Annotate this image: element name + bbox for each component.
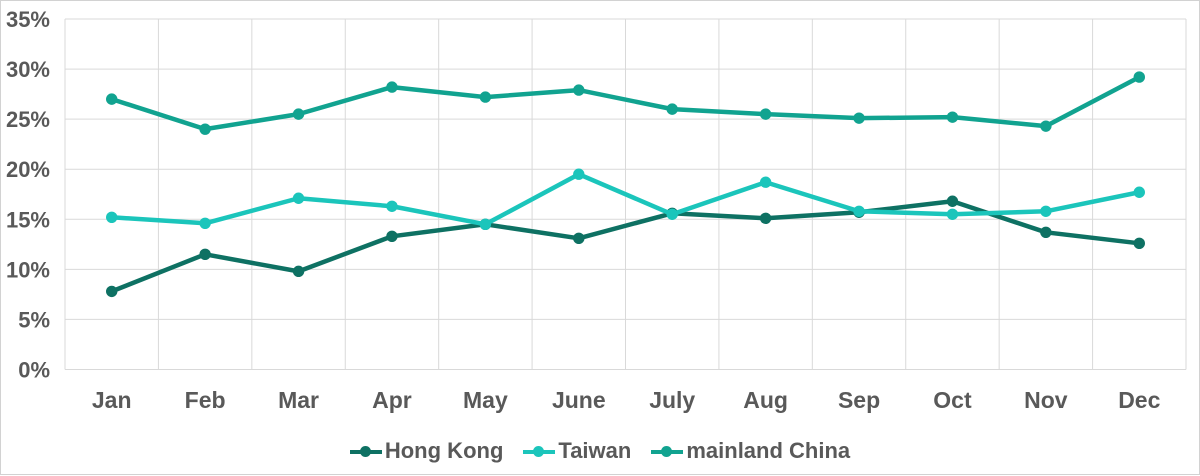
x-axis-category-labels: Jan Feb Mar Apr May June July Aug Sep Oct Nov Dec [92,387,1161,413]
data-point-marker [946,111,959,123]
series-taiwan [106,168,1145,230]
y-axis-tick-labels: 0% 5% 10% 15% 20% 25% 30% 35% [6,7,50,383]
x-category-label: July [649,387,695,413]
data-point-marker [946,195,959,207]
data-point-marker [666,103,678,115]
x-category-label: Feb [185,387,226,413]
data-point-marker [759,108,772,120]
data-point-marker [1133,186,1145,198]
data-point-marker [853,205,865,217]
y-tick-label: 10% [6,257,50,282]
data-point-marker [199,217,211,229]
y-tick-label: 20% [6,157,50,182]
y-tick-label: 15% [6,207,50,232]
data-point-marker [386,81,398,93]
data-point-marker [292,108,305,120]
data-point-marker [1133,237,1145,250]
series-mainland-china [106,71,1145,135]
legend-label: mainland China [686,438,851,463]
x-category-label: May [463,387,508,413]
data-point-marker [292,192,305,204]
data-point-marker [1040,120,1052,132]
data-point-marker [106,211,118,223]
data-point-marker [573,232,585,245]
x-category-label: Mar [278,387,319,413]
legend-item-hong-kong: Hong Kong [349,438,504,464]
data-point-marker [573,168,585,180]
legend-item-mainland-china: mainland China [651,438,850,464]
data-point-marker [1040,205,1052,217]
y-tick-label: 35% [6,7,50,32]
series-line [110,199,1140,294]
data-point-marker [573,84,585,96]
data-point-marker [199,248,211,261]
legend-line-marker-icon [349,445,382,458]
x-category-label: Nov [1024,387,1068,413]
x-category-label: Apr [372,387,412,413]
data-point-marker [759,176,772,188]
data-point-marker [1133,71,1145,83]
gridlines [64,18,1187,370]
legend-line-marker-icon [651,445,684,458]
y-tick-label: 30% [6,57,50,82]
data-point-marker [853,112,865,124]
legend-label: Hong Kong [384,438,504,463]
x-category-label: Oct [933,387,972,413]
x-category-label: Dec [1118,387,1160,413]
data-point-marker [199,123,211,135]
data-point-marker [386,200,398,212]
legend-item-taiwan: Taiwan [523,438,631,464]
legend-label: Taiwan [558,438,632,463]
data-point-marker [759,212,772,224]
y-tick-label: 25% [6,107,50,132]
data-point-marker [1040,226,1052,239]
series-line [111,171,1140,227]
data-point-marker [666,208,678,220]
data-point-marker [479,91,492,103]
y-tick-label: 0% [18,358,50,383]
data-point-marker [106,93,118,105]
series-lines [106,71,1145,298]
data-point-marker [946,208,959,220]
x-category-label: Aug [743,387,788,413]
legend-line-marker-icon [523,445,556,458]
data-point-marker [479,218,492,230]
series-line [111,75,1141,132]
x-category-label: Sep [838,387,880,413]
x-category-label: June [552,387,606,413]
data-point-marker [106,285,118,298]
y-tick-label: 5% [18,307,50,332]
data-point-marker [292,265,305,278]
x-category-label: Jan [92,387,132,413]
legend: Hong Kong Taiwan mainland China [1,438,1199,464]
data-point-marker [386,230,398,243]
